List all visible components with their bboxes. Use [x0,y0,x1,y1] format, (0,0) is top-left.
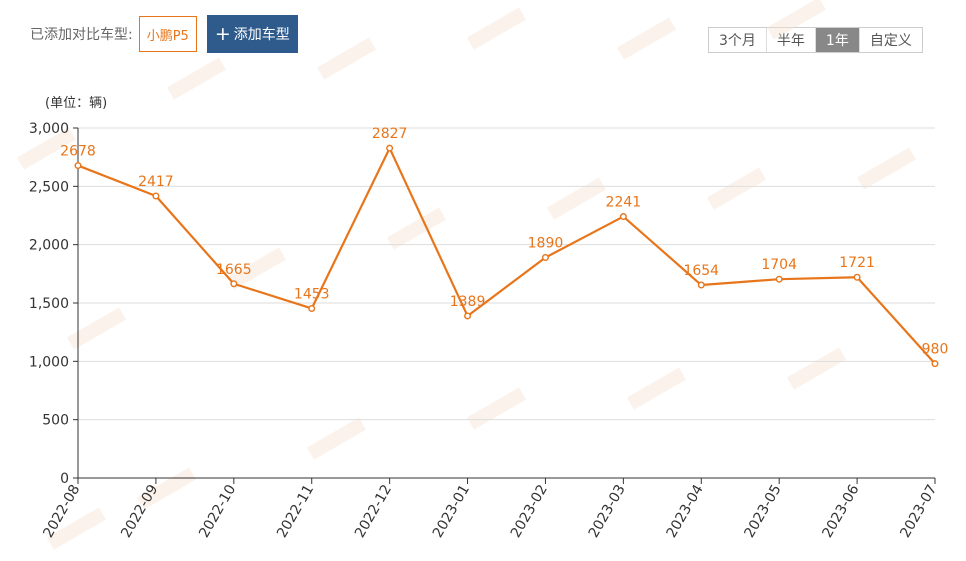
watermark-mark [17,127,76,170]
data-point[interactable] [308,304,316,312]
data-label: 980 [922,342,949,358]
compared-model-tag[interactable]: 小鹏P5 [138,16,197,52]
data-point[interactable] [931,360,939,368]
x-tick-label: 2023-06 [819,482,862,541]
y-tick-label: 1,500 [29,296,69,312]
data-point[interactable] [386,144,394,152]
watermark-mark [467,387,526,430]
watermark-mark [67,307,126,350]
y-tick-label: 2,500 [29,179,69,195]
watermark-mark [227,247,286,290]
y-tick-label: 1,000 [29,354,69,370]
data-point[interactable] [853,273,861,281]
y-tick-label: 2,000 [29,238,69,254]
x-tick-label: 2023-02 [508,482,551,541]
data-point[interactable] [230,280,238,288]
time-range-tabs: 3个月 半年 1年 自定义 [708,27,923,53]
compare-bar: 已添加对比车型: 小鹏P5 + 添加车型 [30,15,298,53]
y-axis: 0 500 1,000 1,500 2,000 2,500 3,000 [29,121,79,487]
y-tick-label: 3,000 [29,121,69,137]
data-label: 1665 [216,262,252,278]
y-tick-label: 500 [42,413,69,429]
data-point[interactable] [464,312,472,320]
data-point[interactable] [74,162,82,170]
data-point[interactable] [619,213,627,221]
watermark-mark [787,347,846,390]
data-point[interactable] [152,192,160,200]
watermark-mark [307,417,366,460]
compare-label: 已添加对比车型: [30,27,133,43]
watermark-mark [467,7,526,50]
watermark-mark [857,147,916,190]
tab-3-months[interactable]: 3个月 [709,28,767,52]
data-label: 1389 [450,294,486,310]
tab-custom[interactable]: 自定义 [859,28,922,52]
x-tick-label: 2023-01 [430,482,473,541]
x-tick-label: 2023-03 [586,482,629,541]
grid-lines [78,127,935,479]
watermark-mark [47,507,106,550]
series-line [77,147,936,365]
data-point[interactable] [775,275,783,283]
data-label: 1721 [839,255,875,271]
x-tick-label: 2023-04 [664,482,707,541]
x-tick-label: 2022-09 [118,482,161,541]
data-point[interactable] [697,281,705,289]
add-model-label: 添加车型 [233,27,290,43]
plus-icon: + [214,22,231,45]
x-tick-label: 2023-07 [897,482,940,541]
data-label: 1890 [528,236,564,252]
data-label: 2241 [606,195,642,211]
data-label: 1704 [761,257,797,273]
x-tick-label: 2022-11 [274,482,317,541]
data-label: 1453 [294,286,330,302]
x-tick-label: 2022-12 [352,482,395,541]
series-layer: 2678 2417 1665 1453 2827 1389 1890 2241 1654 1704… [60,126,949,368]
data-point[interactable] [541,253,549,261]
watermark-mark [707,167,766,210]
tab-half-year[interactable]: 半年 [766,28,816,52]
tab-1-year[interactable]: 1年 [815,28,860,52]
data-label: 1654 [683,263,719,279]
watermark-mark [547,177,606,220]
watermark-mark [167,57,226,100]
watermark-mark [387,207,446,250]
unit-label: (单位：辆) [45,96,107,111]
data-label: 2417 [138,174,174,190]
watermark-mark [767,0,826,40]
data-label: 2678 [60,144,96,160]
watermark-mark [317,37,376,80]
watermark-mark [617,17,676,60]
y-tick-label: 0 [60,471,69,487]
x-tick-label: 2022-10 [196,482,239,541]
watermark-layer [17,0,916,550]
watermark-mark [627,367,686,410]
add-model-button[interactable]: + 添加车型 [206,15,298,53]
data-label: 2827 [372,126,408,142]
x-tick-label: 2023-05 [742,482,785,541]
